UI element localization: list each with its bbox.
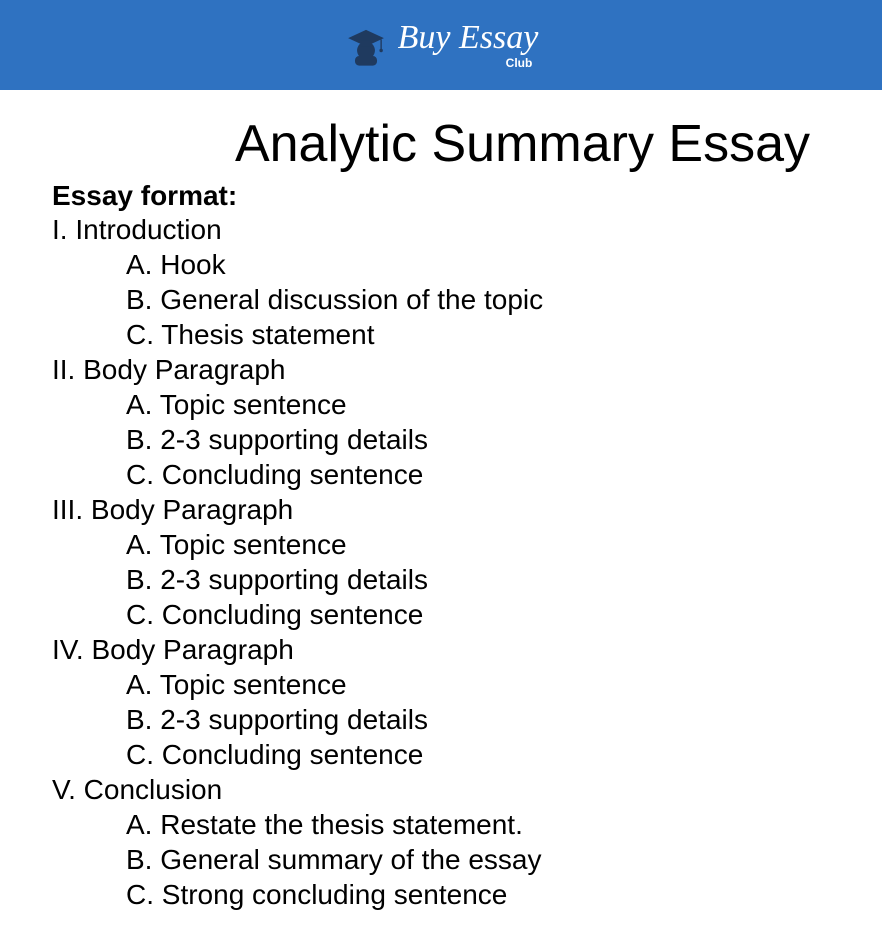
outline-section: I. Introduction [52,212,830,247]
outline-subitem: C. Concluding sentence [126,597,830,632]
outline-subitem: B. General discussion of the topic [126,282,830,317]
outline-section: II. Body Paragraph [52,352,830,387]
outline-subitem: A. Hook [126,247,830,282]
outline-list: I. IntroductionA. HookB. General discuss… [52,212,830,912]
outline-subitem: B. 2-3 supporting details [126,422,830,457]
outline-subitem: B. 2-3 supporting details [126,702,830,737]
outline-subitem: A. Restate the thesis statement. [126,807,830,842]
page-title: Analytic Summary Essay [52,114,810,174]
outline-subitem: B. General summary of the essay [126,842,830,877]
outline-subitem: A. Topic sentence [126,667,830,702]
outline-subitem: C. Strong concluding sentence [126,877,830,912]
document-content: Analytic Summary Essay Essay format: I. … [0,90,882,912]
outline-subitem: A. Topic sentence [126,527,830,562]
outline-section: V. Conclusion [52,772,830,807]
outline-subitem: C. Thesis statement [126,317,830,352]
brand-text: Buy Essay Club [398,21,539,69]
format-label: Essay format: [52,180,830,212]
brand-sub: Club [506,57,533,69]
brand-main: Buy Essay [398,21,539,55]
outline-section: III. Body Paragraph [52,492,830,527]
brand-logo: Buy Essay Club [344,21,539,69]
outline-section: IV. Body Paragraph [52,632,830,667]
outline-subitem: C. Concluding sentence [126,457,830,492]
outline-subitem: B. 2-3 supporting details [126,562,830,597]
outline-subitem: A. Topic sentence [126,387,830,422]
site-header: Buy Essay Club [0,0,882,90]
outline-subitem: C. Concluding sentence [126,737,830,772]
graduation-cap-icon [344,23,388,67]
